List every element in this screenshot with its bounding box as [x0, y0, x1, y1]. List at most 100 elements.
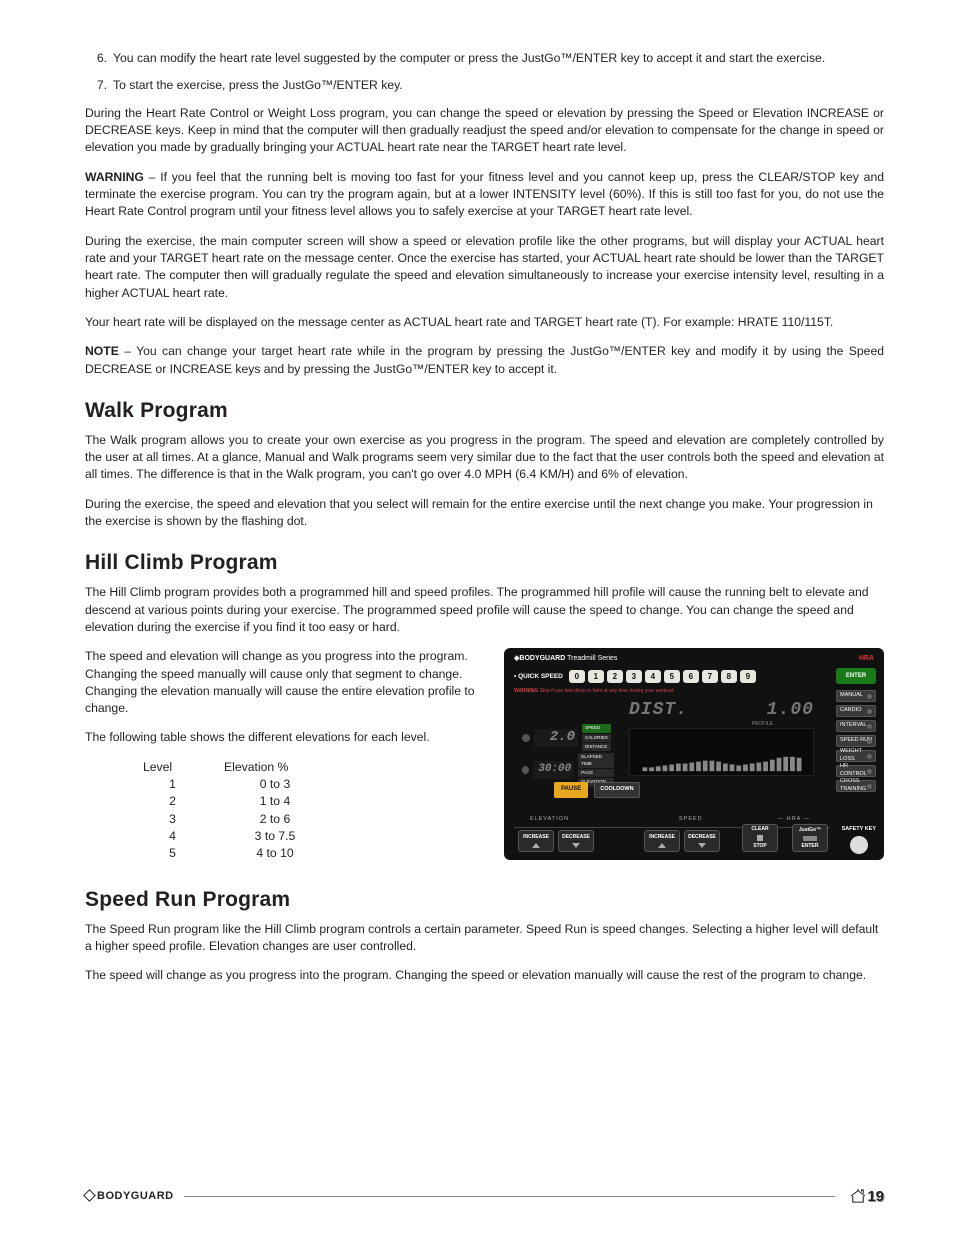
label: PACE: [578, 769, 614, 777]
brand-logo: ◈BODYGUARD Treadmill Series: [514, 654, 617, 664]
increase-button: INCREASE: [644, 830, 680, 852]
paragraph-text: The Hill Climb program provides both a p…: [85, 584, 884, 636]
hill-climb-heading: Hill Climb Program: [85, 548, 884, 578]
paragraph: The speed and elevation will change as y…: [85, 648, 484, 717]
cell: 4 to 10: [220, 845, 330, 862]
list-text: You can modify the heart rate level sugg…: [113, 50, 825, 67]
header-elevation: Elevation %: [220, 759, 330, 776]
decrease-button: DECREASE: [684, 830, 720, 852]
qs-btn-8: 8: [721, 670, 737, 683]
side-btn: SPEED RUN: [836, 735, 876, 747]
justgo-button: JustGo™ENTER: [792, 824, 828, 852]
side-btn: INTERVAL: [836, 720, 876, 732]
side-btn: MANUAL: [836, 690, 876, 702]
table-row: 10 to 3: [125, 776, 484, 793]
warning-text: – If you feel that the running belt is m…: [85, 170, 884, 219]
profile-display: PROFILE: [629, 728, 814, 776]
hra-logo: HRA: [859, 654, 874, 664]
page-footer: BODYGUARD 19: [85, 1186, 884, 1207]
lcd-main: DIST. 1.00: [629, 700, 814, 722]
pause-button: PAUSE: [554, 782, 588, 798]
table-row: 43 to 7.5: [125, 828, 484, 845]
time-value: 30:00: [533, 761, 574, 779]
table-row: 32 to 6: [125, 811, 484, 828]
justgo-enter-button: JustGo™ENTER: [792, 824, 828, 852]
side-btn: WEIGHT LOSS: [836, 750, 876, 762]
warning-paragraph: WARNING – If you feel that the running b…: [85, 169, 884, 221]
logo-text: BODYGUARD: [97, 1190, 174, 1202]
decrease-button: DECREASE: [558, 830, 594, 852]
hra-section-label: — HRA —: [778, 816, 810, 824]
paragraph: During the Heart Rate Control or Weight …: [85, 105, 884, 157]
lcd-dist-label: DIST.: [629, 698, 688, 724]
quick-speed-label: • QUICK SPEED: [514, 672, 563, 681]
qs-btn-7: 7: [702, 670, 718, 683]
side-btn: HR CONTROL: [836, 765, 876, 777]
walk-program-heading: Walk Program: [85, 396, 884, 426]
safety-key: SAFETY KEY: [842, 826, 876, 854]
qs-btn-6: 6: [683, 670, 699, 683]
lcd-left-panel: 2.0 SPEED CALORIES DISTANCE 30:00 ELAPSE…: [522, 724, 614, 789]
cell: 1 to 4: [220, 793, 330, 810]
label: DISTANCE: [582, 743, 611, 751]
footer-logo: BODYGUARD: [85, 1189, 174, 1205]
enter-button: ENTER: [836, 668, 876, 684]
speed-value: 2.0: [534, 729, 578, 747]
qs-btn-2: 2: [607, 670, 623, 683]
cell: 0 to 3: [220, 776, 330, 793]
elevation-section-label: ELEVATION: [530, 816, 569, 824]
qs-btn-1: 1: [588, 670, 604, 683]
qs-btn-0: 0: [569, 670, 585, 683]
table-row: 54 to 10: [125, 845, 484, 862]
divider: [514, 827, 830, 828]
profile-bars-icon: [630, 729, 813, 775]
side-btn: CROSS TRAINING: [836, 780, 876, 792]
qs-btn-5: 5: [664, 670, 680, 683]
list-number: 6.: [85, 50, 107, 67]
warning-label: WARNING: [85, 170, 144, 184]
cell: 3 to 7.5: [220, 828, 330, 845]
speed-run-heading: Speed Run Program: [85, 885, 884, 915]
qs-btn-4: 4: [645, 670, 661, 683]
clear-button: CLEARSTOP: [742, 824, 778, 852]
elevation-buttons: INCREASE DECREASE: [518, 830, 594, 852]
increase-button: INCREASE: [518, 830, 554, 852]
note-paragraph: NOTE – You can change your target heart …: [85, 343, 884, 378]
header-level: Level: [125, 759, 220, 776]
label: CALORIES: [582, 734, 611, 742]
cell: 1: [125, 776, 220, 793]
paragraph: The speed will change as you progress in…: [85, 967, 884, 984]
list-item-6: 6. You can modify the heart rate level s…: [85, 50, 884, 67]
qs-btn-9: 9: [740, 670, 756, 683]
paragraph: Your heart rate will be displayed on the…: [85, 314, 884, 331]
indicator-dot: [522, 734, 530, 742]
program-buttons: MANUAL CARDIO INTERVAL SPEED RUN WEIGHT …: [836, 690, 876, 792]
elevation-table: Level Elevation % 10 to 3 21 to 4 32 to …: [125, 759, 484, 863]
cell: 5: [125, 845, 220, 862]
warning-strip: WARNING Stop if you feel dizzy or faint …: [514, 688, 675, 695]
paragraph: The Speed Run program like the Hill Clim…: [85, 921, 884, 956]
paragraph: The Walk program allows you to create yo…: [85, 432, 884, 484]
note-label: NOTE: [85, 344, 119, 358]
speed-buttons: INCREASE DECREASE: [644, 830, 720, 852]
safety-key-icon: [850, 836, 868, 854]
label: ELAPSED TIME: [578, 753, 614, 768]
treadmill-console-image: ◈BODYGUARD Treadmill Series HRA • QUICK …: [504, 648, 884, 860]
side-btn: CARDIO: [836, 705, 876, 717]
safety-label: SAFETY KEY: [842, 826, 876, 834]
lcd-dist-value: 1.00: [767, 698, 814, 724]
paragraph: The following table shows the different …: [85, 729, 484, 746]
page-number: 19: [867, 1186, 884, 1207]
cell: 4: [125, 828, 220, 845]
list-number: 7.: [85, 77, 107, 94]
diamond-icon: [83, 1189, 96, 1202]
speed-section-label: SPEED: [679, 816, 703, 824]
cooldown-button: COOLDOWN: [594, 782, 639, 798]
paragraph: During the exercise, the speed and eleva…: [85, 496, 884, 531]
paragraph: The Hill Climb program provides both a p…: [85, 584, 884, 636]
list-text: To start the exercise, press the JustGo™…: [113, 77, 403, 94]
hill-content: The Hill Climb program provides both a p…: [85, 584, 884, 867]
table-row: 21 to 4: [125, 793, 484, 810]
note-text: – You can change your target heart rate …: [85, 344, 884, 375]
list-item-7: 7. To start the exercise, press the Just…: [85, 77, 884, 94]
